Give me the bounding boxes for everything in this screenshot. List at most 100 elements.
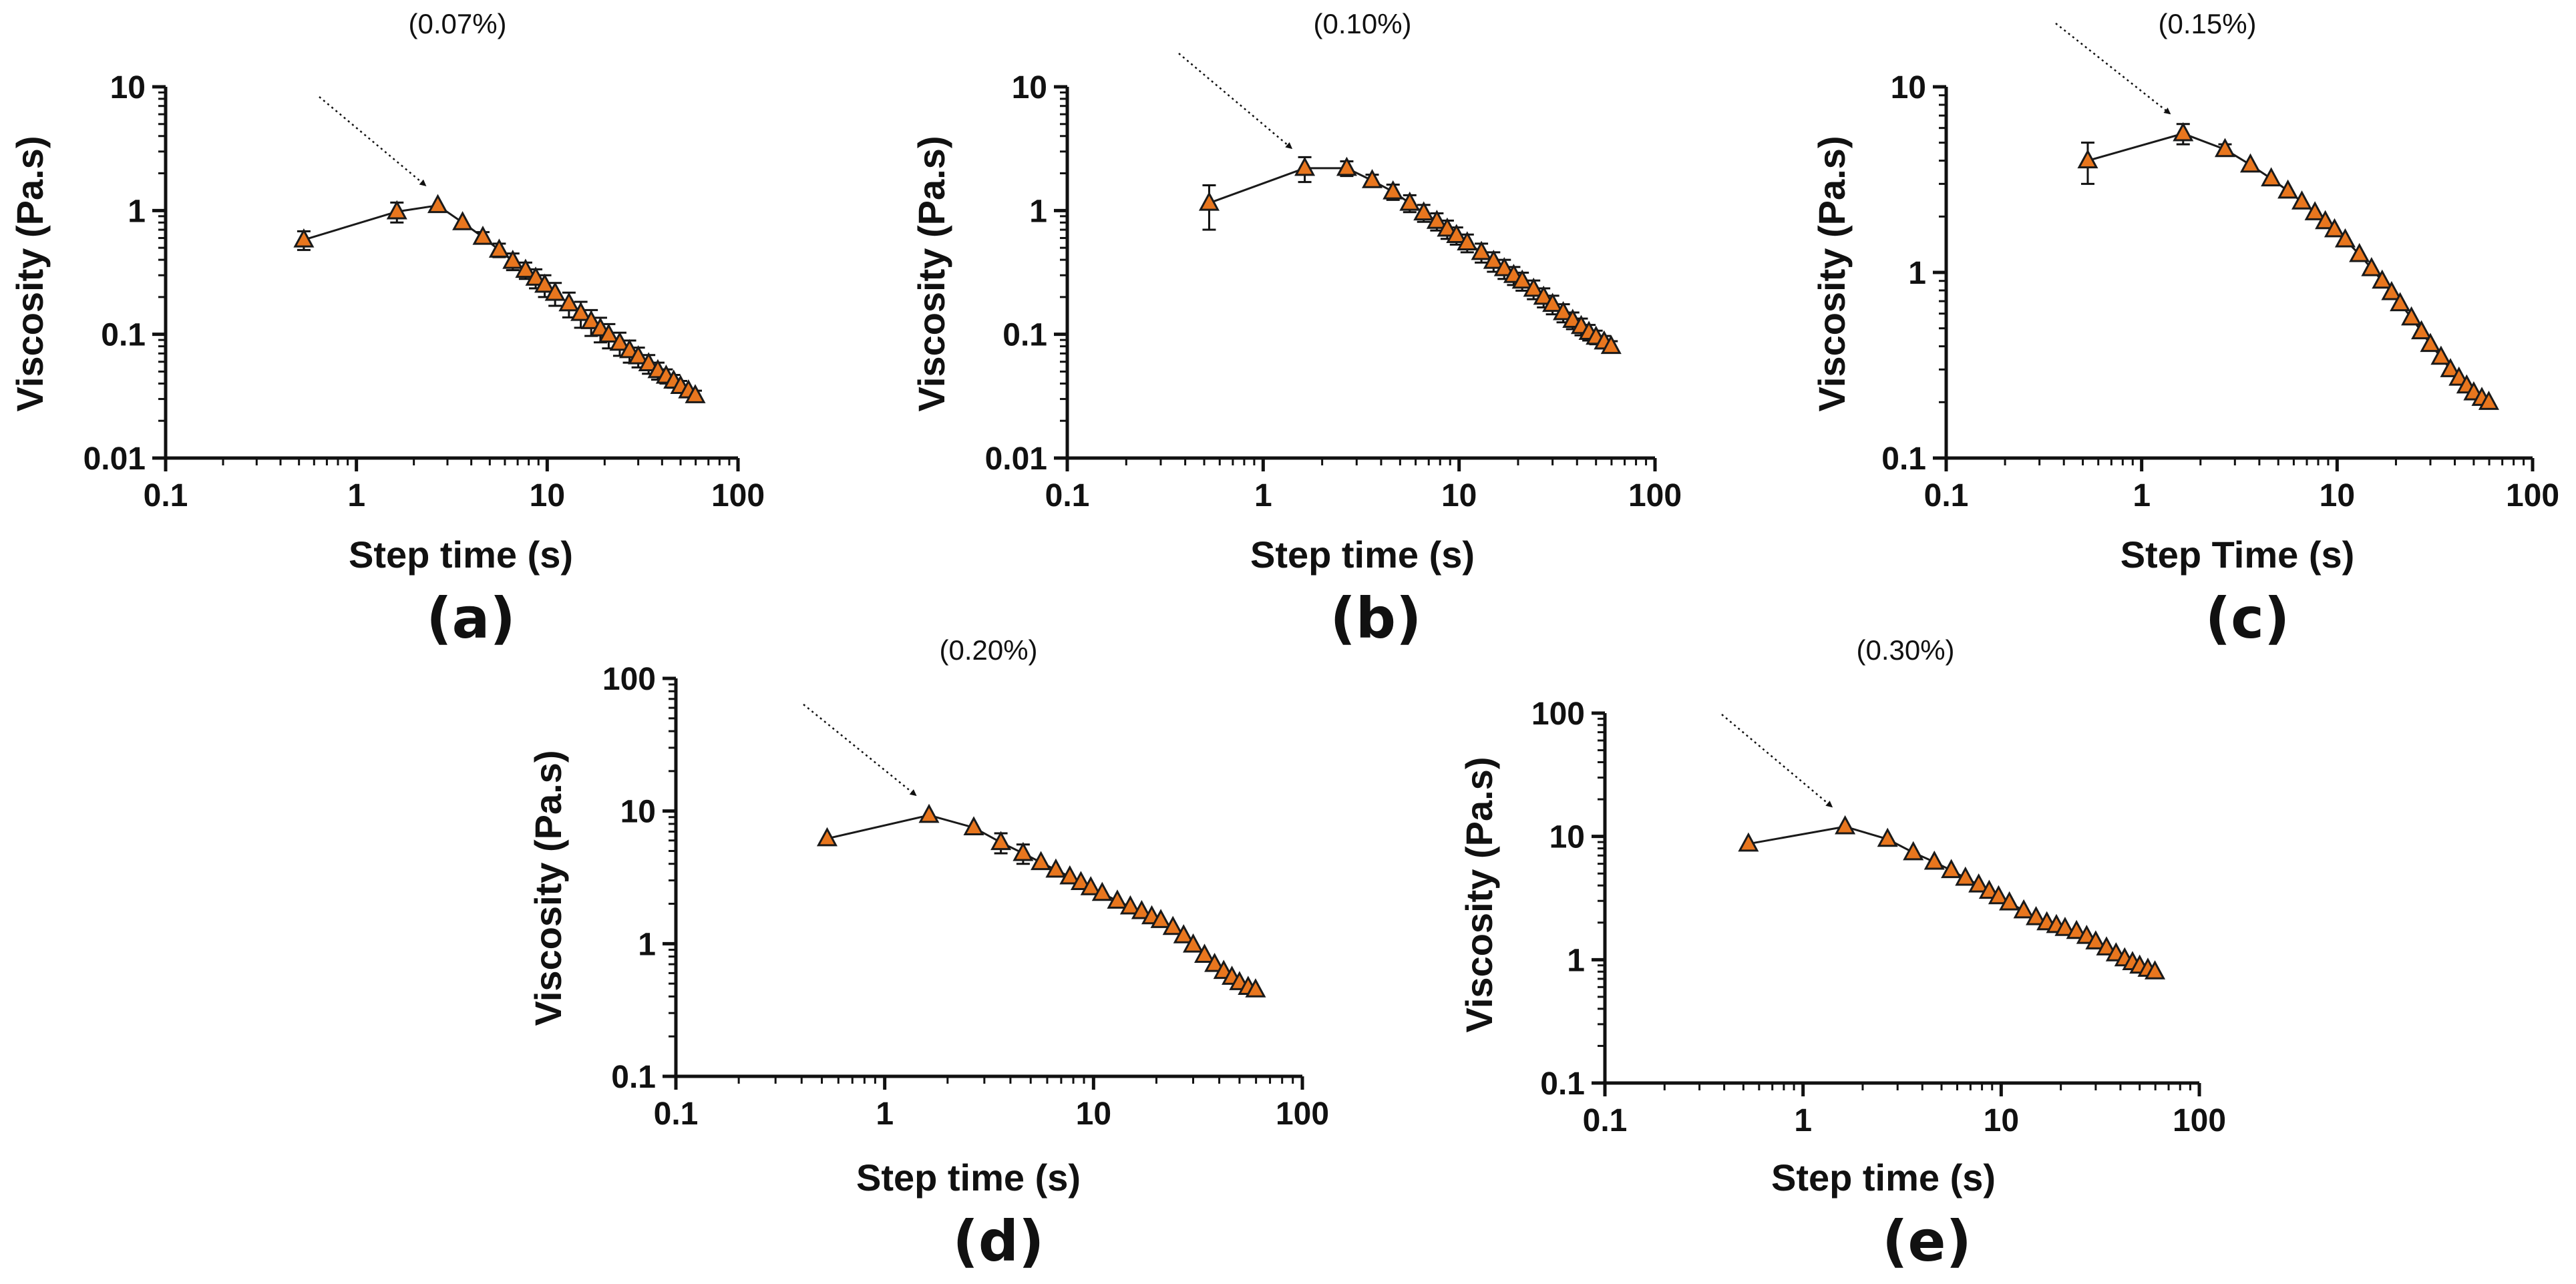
panel-b-peak-arrow	[1178, 53, 1293, 150]
panel-e-x-tick-label: 100	[2173, 1103, 2226, 1138]
panel-b-data-point	[1399, 191, 1421, 211]
panel-c-data-point	[2430, 345, 2452, 365]
panel-d-series-line	[827, 814, 1256, 991]
panel-d-data-point	[1150, 909, 1171, 928]
panel-b-x-axis-title: Step time (s)	[1250, 533, 1475, 576]
panel-a-data-point	[619, 339, 640, 359]
panel-b-data-point	[1413, 201, 1435, 221]
panel-c-data-point	[2440, 358, 2461, 377]
panel-a-data-point	[534, 273, 556, 293]
panel-e-data-point	[2054, 917, 2076, 936]
panel-d-data-point	[1107, 889, 1128, 909]
panel-a-data-point	[580, 310, 602, 329]
panel-d-data-point	[1091, 881, 1113, 901]
panel-a-y-tick-label: 1	[128, 194, 146, 229]
panel-b-x-tick-label: 100	[1628, 478, 1682, 513]
panel-c: (0.15%) Viscosity (Pa.s) Step Time (s) (…	[1811, 8, 2559, 651]
panel-d-data-point	[963, 816, 984, 835]
panel-b-y-tick-label: 0.1	[1002, 318, 1047, 353]
panel-d-data-point	[1131, 899, 1152, 919]
panel-a-x-tick-label: 0.1	[144, 478, 188, 513]
panel-b-y-tick-label: 0.01	[985, 441, 1047, 477]
panel-e-peak-arrow	[1721, 714, 1833, 808]
panel-d-data-point	[1013, 841, 1034, 861]
panel-d-data-point	[990, 831, 1012, 851]
panel-d-data-point	[1204, 952, 1226, 972]
panel-d-y-axis-title: Viscosity (Pa.s)	[527, 751, 569, 1026]
panel-d-x-tick-label: 10	[1076, 1096, 1111, 1132]
panel-a-data-point	[502, 249, 524, 269]
panel-a-x-tick-label: 100	[711, 478, 765, 513]
panel-a-peak-arrow	[319, 96, 427, 186]
panel-c-x-tick-label: 100	[2506, 478, 2559, 513]
panel-b-x-tick-label: 10	[1441, 478, 1477, 513]
panel-c-data-point	[2315, 210, 2336, 230]
panel-c-data-point	[2334, 228, 2356, 248]
panel-a-data-point	[638, 352, 659, 372]
panel-e-data-point	[1999, 891, 2020, 911]
panel-a-data-point	[570, 301, 592, 321]
panel-d-concentration-title: (0.20%)	[939, 634, 1037, 666]
panel-e-data-point	[2013, 899, 2034, 919]
panel-c-data-point	[2291, 190, 2313, 210]
panel-c-x-tick-label: 10	[2320, 478, 2355, 513]
panel-b-data-point	[1457, 231, 1478, 250]
panel-a-y-axis-title: Viscosity (Pa.s)	[9, 136, 51, 412]
panel-a-data-point	[515, 258, 536, 278]
panel-d-data-point	[1070, 871, 1091, 890]
panel-a-data-point	[544, 281, 566, 301]
panel-a-data-point	[609, 331, 630, 351]
panel-e: (0.30%) Viscosity (Pa.s) Step time (s) (…	[1458, 634, 2226, 1274]
panel-a-data-point	[488, 238, 510, 258]
panel-b-data-point	[1437, 217, 1458, 237]
panel-e-y-axis-title: Viscosity (Pa.s)	[1458, 757, 1500, 1033]
panel-e-data-point	[1988, 885, 2009, 905]
panel-b-data-point	[1493, 257, 1515, 276]
panel-b-data-point	[1383, 180, 1404, 200]
panel-e-x-axis-title: Step time (s)	[1771, 1156, 1996, 1199]
panel-d-data-point	[1031, 851, 1052, 871]
panel-e-data-point	[2096, 936, 2117, 955]
panel-b-data-point	[1542, 292, 1563, 312]
panel-c-data-point	[2349, 242, 2370, 262]
panel-c-letter: (c)	[2205, 586, 2290, 651]
panel-d-peak-arrow	[803, 704, 917, 797]
panel-d-data-point	[1193, 943, 1216, 963]
panel-a-data-point	[427, 194, 449, 214]
panel-c-data-point	[2420, 333, 2441, 353]
panel-e-data-point	[2026, 905, 2047, 925]
panel-a-y-tick-label: 0.01	[83, 441, 146, 477]
panel-c-x-axis-title: Step Time (s)	[2121, 533, 2355, 576]
panel-e-data-point	[1835, 815, 1856, 835]
panel-c-y-tick-label: 0.1	[1881, 441, 1926, 477]
panel-d-x-tick-label: 1	[876, 1096, 894, 1132]
panel-d-y-tick-label: 0.1	[611, 1060, 656, 1095]
panel-c-data-point	[2361, 256, 2382, 276]
panel-c-data-point	[2173, 122, 2194, 142]
panel-a-y-tick-label: 0.1	[101, 318, 146, 353]
panel-b-letter: (b)	[1330, 586, 1422, 651]
panel-b-data-point	[1426, 210, 1447, 229]
panel-c-concentration-title: (0.15%)	[2158, 8, 2256, 39]
panel-b-data-point	[1553, 300, 1574, 320]
panel-e-data-point	[1955, 866, 1976, 886]
panel-c-data-point	[2401, 306, 2422, 326]
panel-d-y-tick-label: 10	[620, 795, 656, 830]
panel-a-data-point	[628, 345, 649, 365]
panel-e-data-point	[2145, 960, 2166, 980]
panel-a-data-point	[293, 228, 315, 248]
panel-a-data-point	[685, 384, 706, 403]
panel-e-data-point	[1978, 879, 2000, 899]
panel-a-x-axis-title: Step time (s)	[349, 533, 573, 576]
panel-a-data-point	[386, 200, 407, 220]
panel-a-concentration-title: (0.07%)	[408, 8, 506, 39]
panel-d-data-point	[1162, 915, 1183, 935]
panel-b-y-tick-label: 10	[1012, 70, 1047, 105]
panel-d-data-point	[1119, 895, 1141, 915]
panel-b-data-point	[1533, 285, 1554, 305]
panel-e-concentration-title: (0.30%)	[1856, 634, 1954, 666]
panel-c-x-tick-label: 1	[2133, 478, 2151, 513]
panel-d: (0.20%) Viscosity (Pa.s) Step time (s) (…	[527, 634, 1329, 1274]
panel-c-data-point	[2478, 391, 2499, 410]
panel-b-data-point	[1511, 269, 1533, 289]
